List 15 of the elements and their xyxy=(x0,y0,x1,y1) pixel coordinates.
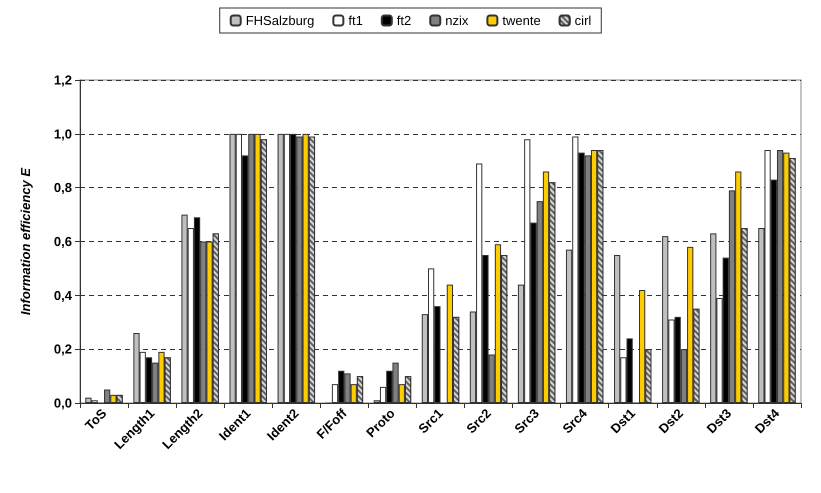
legend-label: nzix xyxy=(445,13,469,28)
y-tick-label: 1,2 xyxy=(54,72,72,88)
y-tick-label: 0,6 xyxy=(54,234,72,249)
y-axis-title: Information efficiency E xyxy=(18,168,33,316)
y-tick-label: 0,2 xyxy=(54,342,72,357)
legend-label: cirl xyxy=(574,13,592,28)
y-tick-label: 0,4 xyxy=(54,288,73,303)
y-tick-label: 0,8 xyxy=(54,180,72,196)
legend-label: ft2 xyxy=(396,13,412,28)
legend-label: twente xyxy=(502,13,541,28)
y-tick-label: 0,0 xyxy=(54,396,72,410)
y-tick-label: 1,0 xyxy=(54,126,72,142)
legend-label: ft1 xyxy=(348,13,363,28)
legend-label: FHSalzburg xyxy=(246,13,314,28)
x-tick-label: ToS xyxy=(82,405,110,433)
